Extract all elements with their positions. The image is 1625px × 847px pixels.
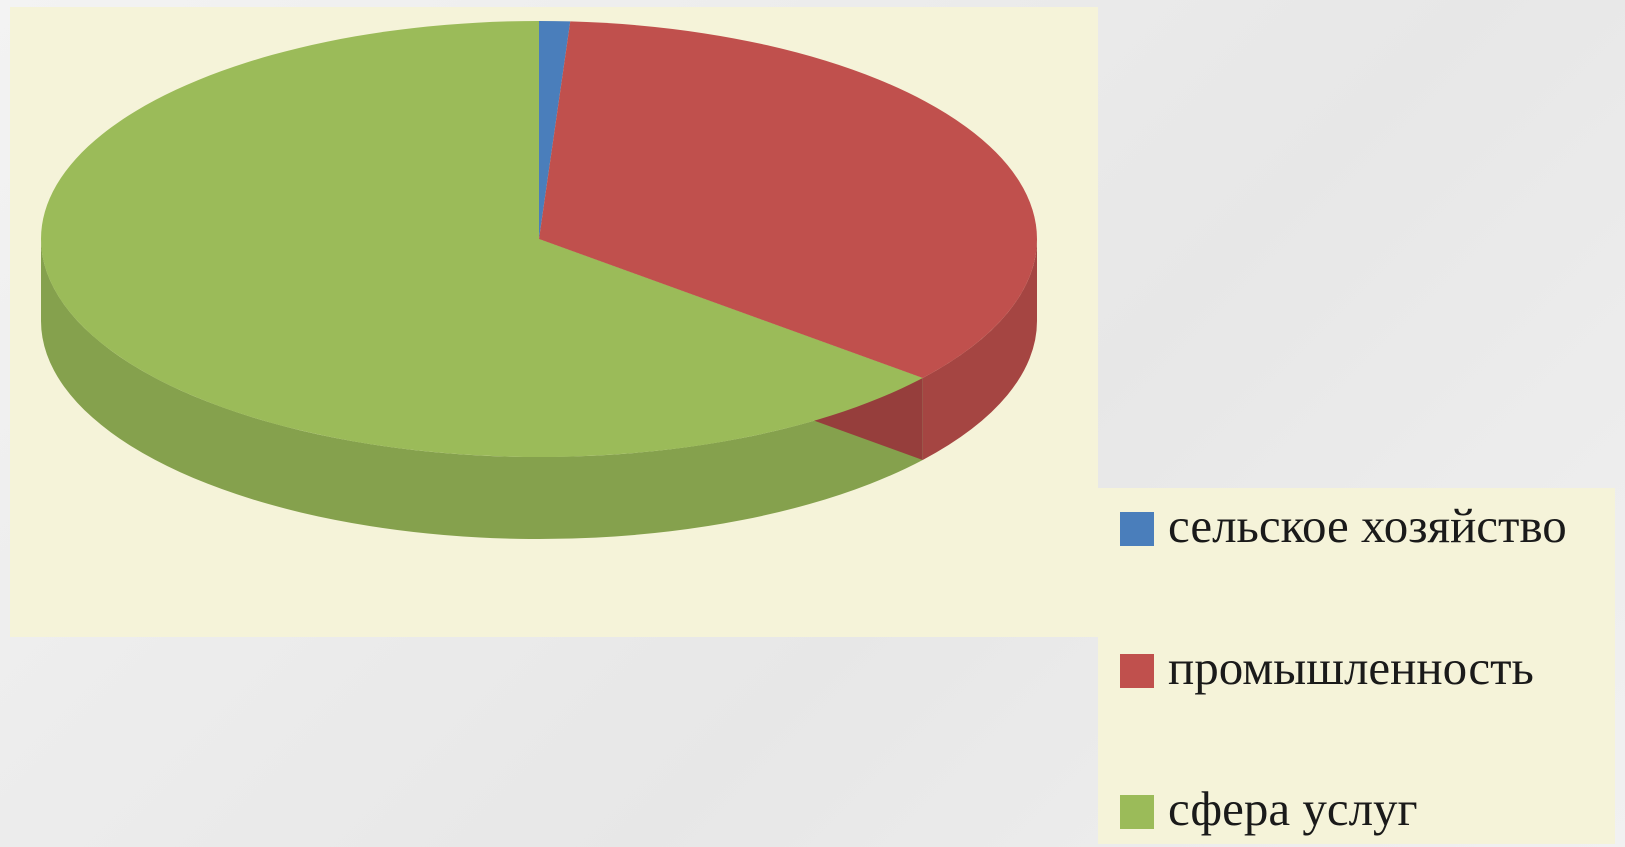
pie-slice-сфера-услуг <box>40 21 923 457</box>
legend-swatch-services <box>1120 795 1154 829</box>
legend-swatch-agriculture <box>1120 512 1154 546</box>
chart-legend: сельское хозяйство промышленность сфера … <box>1098 488 1615 844</box>
pie-side-сфера-услуг <box>40 239 923 539</box>
pie-side-промышленность <box>922 239 1037 460</box>
pie-slice-сельское-хозяйство <box>539 21 571 239</box>
legend-label-services: сфера услуг <box>1168 781 1418 836</box>
legend-label-agriculture: сельское хозяйство <box>1168 498 1567 553</box>
pie-chart <box>40 21 1037 539</box>
legend-label-industry: промышленность <box>1168 640 1534 695</box>
pie-slice-промышленность <box>539 21 1037 378</box>
chart-plot-area <box>10 7 1098 637</box>
legend-swatch-industry <box>1120 654 1154 688</box>
